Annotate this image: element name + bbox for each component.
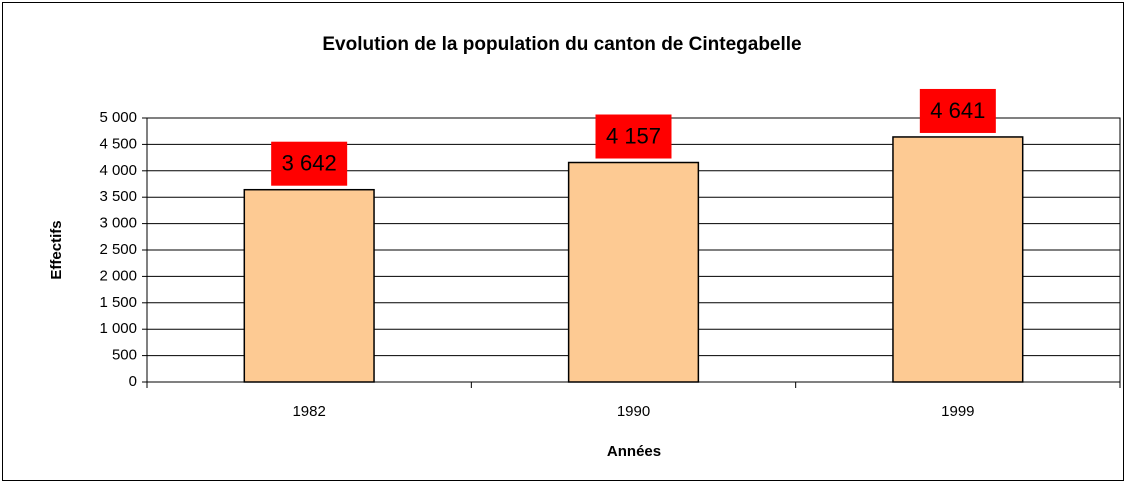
- y-tick-label: 3 500: [99, 188, 137, 205]
- y-tick-label: 1 500: [99, 294, 137, 311]
- y-tick-label: 0: [129, 373, 137, 390]
- bar: [892, 136, 1024, 383]
- y-tick-label: 2 500: [99, 241, 137, 258]
- value-label-box: [919, 88, 996, 133]
- value-label: 4 157: [606, 123, 661, 148]
- x-tick-label: 1999: [941, 403, 974, 420]
- y-tick-label: 4 000: [99, 162, 137, 179]
- y-tick-label: 2 000: [99, 267, 137, 284]
- y-tick-label: 4 500: [99, 135, 137, 152]
- bar: [567, 161, 700, 383]
- y-axis-title: Effectifs: [48, 220, 65, 279]
- y-tick-label: 500: [112, 347, 137, 364]
- chart-title: Evolution de la population du canton de …: [322, 34, 801, 55]
- bar: [243, 188, 375, 383]
- value-label-box: [271, 141, 348, 186]
- y-tick-label: 3 000: [99, 215, 137, 232]
- x-axis-title: Années: [607, 443, 661, 460]
- value-label: 4 641: [930, 98, 985, 123]
- x-tick-label: 1982: [292, 403, 325, 420]
- y-tick-label: 5 000: [99, 109, 137, 126]
- x-tick-label: 1990: [617, 403, 650, 420]
- y-tick-label: 1 000: [99, 320, 137, 337]
- value-label-box: [595, 114, 672, 159]
- value-label: 3 642: [282, 151, 337, 176]
